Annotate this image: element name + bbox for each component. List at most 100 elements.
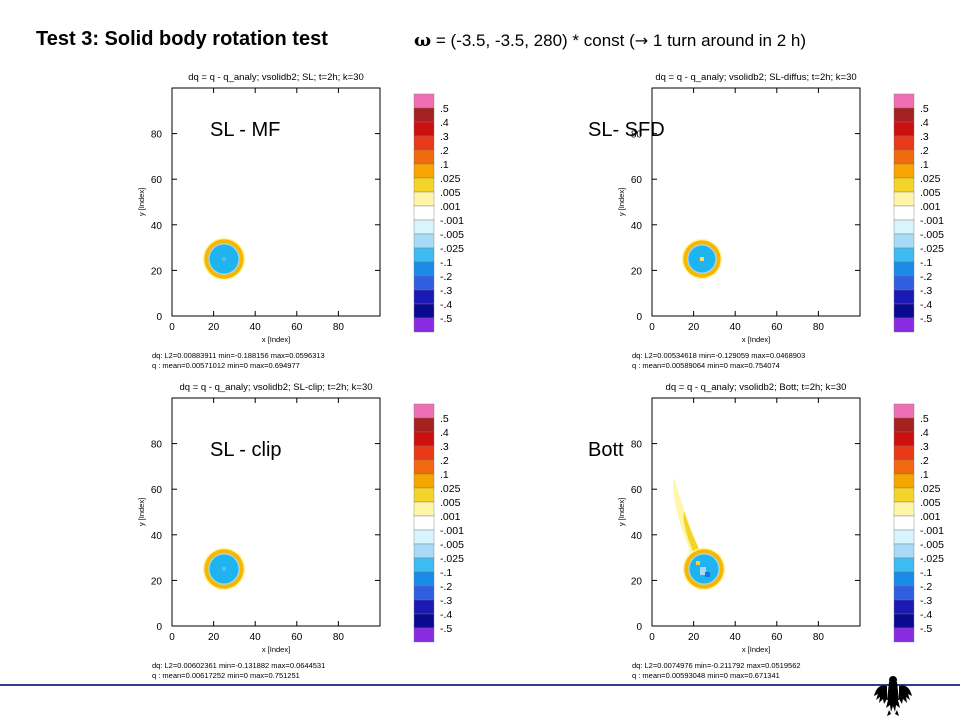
- colorbar-swatch: [893, 191, 915, 207]
- y-axis-label: y [Index]: [137, 498, 146, 526]
- colorbar-swatch: [893, 529, 915, 545]
- colorbar-label: -.1: [440, 257, 452, 269]
- colorbar-swatch: [893, 317, 915, 333]
- colorbar-swatch: [413, 501, 435, 517]
- plot-panel-bott: dq = q - q_analy; vsolidb2; Bott; t=2h; …: [480, 378, 960, 688]
- x-tick-label: 40: [730, 632, 742, 643]
- colorbar-swatch: [413, 317, 435, 333]
- colorbar-swatch: [413, 543, 435, 559]
- colorbar-label: .025: [440, 173, 461, 185]
- scheme-label: SL - MF: [210, 119, 280, 141]
- plot-title: dq = q - q_analy; vsolidb2; Bott; t=2h; …: [666, 382, 847, 393]
- y-tick-label: 80: [631, 130, 643, 141]
- colorbar-swatch: [893, 515, 915, 531]
- dq-statistics: dq: L2=0.00534618 min=-0.129059 max=0.04…: [632, 351, 805, 360]
- colorbar-swatch: [893, 445, 915, 461]
- plot-panel-sl-clip: dq = q - q_analy; vsolidb2; SL-clip; t=2…: [0, 378, 480, 688]
- x-tick-label: 20: [688, 632, 700, 643]
- colorbar-label: -.5: [920, 623, 932, 635]
- x-tick-label: 20: [208, 632, 220, 643]
- colorbar-label: -.3: [440, 285, 452, 297]
- colorbar-swatch: [413, 515, 435, 531]
- y-tick-label: 20: [151, 266, 163, 277]
- colorbar-label: .4: [920, 427, 929, 439]
- colorbar-label: -.001: [440, 215, 464, 227]
- plot-panel-sl-sfd: dq = q - q_analy; vsolidb2; SL-diffus; t…: [480, 68, 960, 378]
- colorbar-label: -.005: [440, 539, 464, 551]
- x-tick-label: 0: [649, 322, 655, 333]
- x-tick-label: 60: [291, 322, 303, 333]
- colorbar-label: -.2: [440, 271, 452, 283]
- colorbar-swatch: [893, 121, 915, 137]
- colorbar-swatch: [893, 417, 915, 433]
- colorbar-label: -.4: [920, 299, 932, 311]
- colorbar-swatch: [893, 487, 915, 503]
- colorbar-swatch: [893, 275, 915, 291]
- colorbar-label: .4: [920, 117, 929, 129]
- colorbar-label: -.1: [920, 257, 932, 269]
- colorbar-swatch: [893, 247, 915, 263]
- colorbar-label: .2: [440, 455, 449, 467]
- colorbar-label: .001: [920, 201, 941, 213]
- y-axis-label: y [Index]: [617, 498, 626, 526]
- scheme-label: Bott: [588, 439, 624, 461]
- colorbar-label: .4: [440, 117, 449, 129]
- federal-eagle-icon: [874, 676, 912, 716]
- colorbar-swatch: [413, 557, 435, 573]
- colorbar-label: .5: [920, 103, 929, 115]
- colorbar-label: -.5: [440, 313, 452, 325]
- colorbar-swatch: [413, 149, 435, 165]
- dispersion-tail-core: [683, 511, 702, 559]
- y-tick-label: 0: [636, 312, 642, 323]
- colorbar-swatch: [893, 233, 915, 249]
- scheme-label: SL- SFD: [588, 119, 665, 141]
- y-axis-label: y [Index]: [137, 188, 146, 216]
- colorbar-label: -.025: [440, 553, 464, 565]
- arrow-icon: →: [634, 31, 649, 50]
- y-tick-label: 40: [631, 531, 643, 542]
- colorbar-swatch: [413, 613, 435, 629]
- x-tick-label: 60: [771, 322, 783, 333]
- y-tick-label: 80: [631, 440, 643, 451]
- colorbar-swatch: [413, 459, 435, 475]
- colorbar-swatch: [893, 501, 915, 517]
- scheme-label: SL - clip: [210, 439, 282, 461]
- colorbar-label: -.025: [440, 243, 464, 255]
- colorbar-swatch: [893, 431, 915, 447]
- q-statistics: q : mean=0.00593048 min=0 max=0.671341: [632, 671, 780, 680]
- colorbar-swatch: [413, 121, 435, 137]
- colorbar-label: -.5: [920, 313, 932, 325]
- omega-symbol: ω: [414, 30, 432, 51]
- colorbar-label: -.1: [440, 567, 452, 579]
- colorbar-swatch: [413, 233, 435, 249]
- colorbar-swatch: [893, 149, 915, 165]
- colorbar-swatch: [893, 303, 915, 319]
- rotation-formula: ω = (-3.5, -3.5, 280) * const (→ 1 turn …: [414, 30, 806, 51]
- x-axis-label: x [Index]: [742, 645, 770, 654]
- colorbar-swatch: [893, 473, 915, 489]
- colorbar-swatch: [413, 93, 435, 109]
- y-axis-label: y [Index]: [617, 188, 626, 216]
- x-tick-label: 40: [730, 322, 742, 333]
- colorbar-swatch: [413, 191, 435, 207]
- x-tick-label: 0: [169, 322, 175, 333]
- x-tick-label: 40: [250, 632, 262, 643]
- y-tick-label: 0: [156, 312, 162, 323]
- colorbar-swatch: [893, 403, 915, 419]
- x-tick-label: 80: [813, 632, 825, 643]
- colorbar-label: -.4: [440, 609, 452, 621]
- colorbar-swatch: [893, 107, 915, 123]
- y-tick-label: 0: [156, 622, 162, 633]
- plot-frame: [171, 397, 381, 627]
- colorbar-label: .025: [920, 173, 941, 185]
- y-tick-label: 20: [631, 266, 643, 277]
- colorbar-swatch: [413, 107, 435, 123]
- colorbar-label: .5: [920, 413, 929, 425]
- colorbar-label: .001: [920, 511, 941, 523]
- colorbar-swatch: [893, 571, 915, 587]
- colorbar-label: .2: [920, 145, 929, 157]
- x-tick-label: 20: [208, 322, 220, 333]
- colorbar-swatch: [413, 599, 435, 615]
- colorbar-label: .005: [440, 187, 461, 199]
- chart-svg: dq = q - q_analy; vsolidb2; Bott; t=2h; …: [588, 382, 944, 680]
